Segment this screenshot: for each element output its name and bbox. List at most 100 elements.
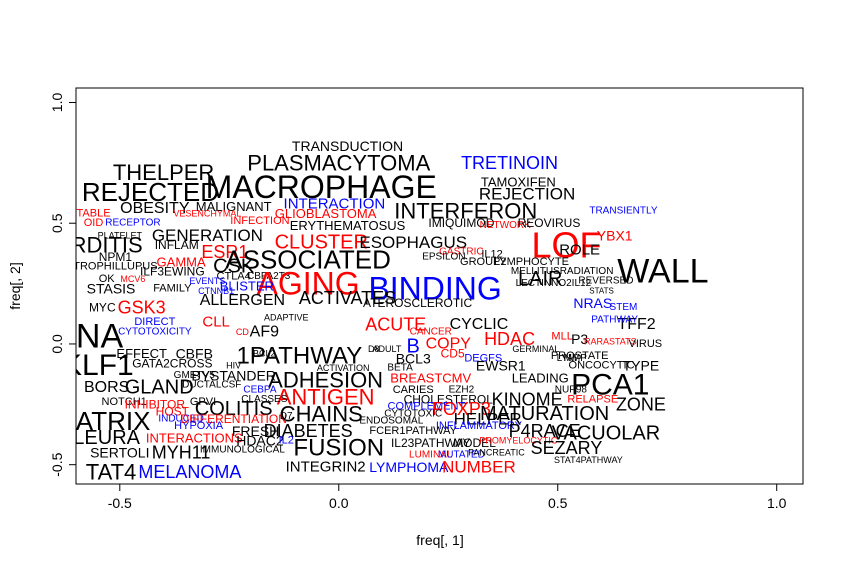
word-label: BLISTER — [220, 279, 274, 294]
x-axis: -0.5 0.0 0.5 1.0 — [108, 483, 787, 511]
word-label: RARASTATS — [584, 337, 637, 347]
word-label: REOVIRUS — [518, 216, 581, 230]
word-label: DIABETES — [264, 421, 353, 441]
word-label: MYH11 — [152, 443, 211, 463]
word-label: KINOME — [492, 389, 563, 409]
word-label: CBFA2T3 — [247, 271, 291, 282]
word-label: IL23PATHWAY — [391, 436, 471, 450]
word-label: CYCLIC — [450, 316, 509, 333]
word-label: OK — [99, 273, 116, 285]
word-label: GENERATION — [152, 226, 263, 245]
word-label: TRETINOIN — [461, 153, 558, 173]
word-label: STEM — [610, 302, 638, 313]
y-tick-label: 0.0 — [49, 334, 65, 354]
word-label: ASSOCIATED — [225, 244, 391, 274]
word-label: LYM — [557, 353, 577, 364]
word-label: RELAPSE — [567, 393, 618, 405]
word-label: P4RACE — [509, 421, 581, 441]
word-label: STATS — [589, 286, 614, 295]
word-label: MACROPHAGE — [206, 169, 437, 205]
word-label: ACUTE — [365, 315, 426, 335]
word-label: BINDING — [368, 270, 501, 306]
word-label: LEURA — [73, 427, 140, 449]
word-label: CSK — [213, 256, 255, 278]
y-axis-label: freq[, 2] — [7, 262, 23, 309]
word-label: OID — [84, 217, 104, 229]
word-label: GSK3 — [118, 298, 166, 318]
word-label: ENDOSOMAL — [359, 416, 423, 427]
word-label: COPY — [426, 335, 472, 352]
word-label: PROSTATE — [551, 350, 609, 362]
word-label: VIRUS — [629, 338, 663, 350]
word-label: PCA1 — [571, 369, 649, 402]
word-label: CEBPA — [243, 384, 276, 395]
word-label: ALLERGEN — [200, 292, 285, 309]
word-label: ADULT — [373, 344, 402, 354]
word-label: PROMYELOCYTIC — [479, 436, 558, 446]
word-label: MODEL — [453, 436, 496, 450]
word-label: THELPER — [113, 160, 214, 185]
word-label: CARIES — [393, 384, 434, 396]
word-label: LOF — [531, 224, 601, 265]
word-label: TAT4 — [86, 459, 137, 484]
word-label: BREASTCMV — [390, 370, 471, 385]
word-label: AGING — [257, 266, 360, 302]
word-label: INTERACTION — [284, 195, 386, 212]
word-label: CHAINS — [280, 401, 363, 426]
word-label: REJECTED — [82, 177, 219, 207]
word-label: WALL — [617, 253, 708, 291]
word-label: CTLA4 — [217, 270, 251, 282]
word-label: SERTOLI — [90, 445, 149, 461]
word-label: HOST — [156, 405, 190, 419]
word-label: ESOPHAGUS — [359, 233, 467, 252]
word-label: PATHWAY — [591, 314, 638, 325]
word-label: BCL3 — [396, 350, 431, 366]
word-label: D7 — [280, 411, 293, 422]
word-label: IL2 — [279, 435, 294, 447]
x-tick-label: -0.5 — [108, 495, 132, 511]
word-label: FNA — [55, 318, 123, 356]
word-label: TFF2 — [617, 316, 655, 333]
word-label: CBFB — [176, 346, 213, 362]
word-label: D8 — [368, 344, 380, 354]
word-label: GATA2CROSS — [132, 356, 212, 370]
word-label: STAT4PATHWAY — [554, 455, 623, 465]
word-label: INTERFERON — [394, 199, 537, 224]
word-label: CLASSES — [241, 394, 287, 405]
word-label: STASIS — [87, 280, 136, 296]
word-label: ILF3EWING — [140, 265, 205, 279]
word-label: PLASMACYTOMA — [247, 150, 430, 175]
word-label: ROLE — [559, 241, 600, 258]
word-label: ACTIVATION — [317, 363, 370, 373]
word-label: RECEPTOR — [105, 218, 160, 229]
word-label: REJECTION — [479, 185, 575, 204]
word-label: GPVI — [190, 396, 216, 408]
word-label: RDITIS — [71, 232, 143, 257]
y-tick-label: 0.5 — [49, 213, 65, 233]
word-label: GASTRIC — [439, 247, 483, 258]
word-label: LYMPHOCYTE — [494, 256, 569, 268]
word-label: TRANSDUCTION — [292, 138, 403, 154]
word-label: 1PATHWAY — [236, 343, 362, 370]
word-label: HYPOXIA — [174, 420, 224, 432]
x-tick-label: 0.5 — [548, 495, 568, 511]
word-label: COMPLEMENT — [388, 401, 466, 413]
word-label: ZONE — [616, 394, 666, 414]
word-label: CD5 — [441, 347, 465, 361]
word-label: GROUP2 — [460, 256, 506, 268]
word-label: CHOLESTEROL — [404, 392, 494, 406]
word-label: BETA — [387, 363, 413, 374]
word-label: TRANSIENTLY — [589, 206, 657, 217]
word-label: KLF1 — [62, 349, 134, 382]
word-label: LYMPHOMA — [369, 459, 449, 475]
word-label: OBESITY — [120, 200, 190, 217]
word-label: GERMINAL — [512, 344, 559, 354]
word-label: EVENTS — [189, 276, 225, 286]
word-label: B — [407, 335, 420, 357]
x-axis-label: freq[, 1] — [416, 532, 463, 548]
word-label: NETWORK — [480, 220, 531, 231]
word-label: DIRECT — [134, 316, 175, 328]
word-label: ADHESION — [268, 368, 383, 393]
